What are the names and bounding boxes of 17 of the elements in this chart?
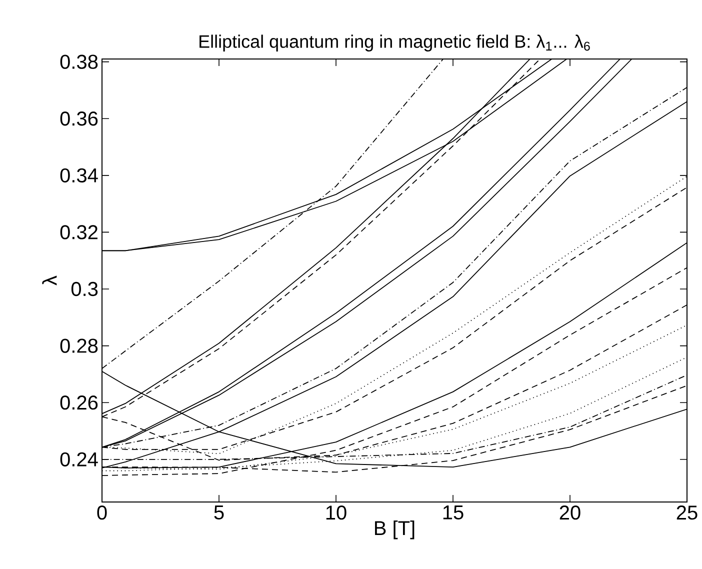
x-tick-label: 5	[214, 506, 224, 520]
y-tick-label: 0.24	[60, 452, 98, 466]
y-tick-label: 0.34	[60, 168, 98, 182]
y-tick-label: 0.38	[60, 54, 98, 69]
x-tick-label: 15	[443, 506, 464, 520]
x-tick-label: 25	[676, 506, 698, 520]
y-tick-label: 0.3	[71, 282, 98, 296]
y-tick-label: 0.26	[60, 396, 98, 410]
y-axis-title: λ	[42, 276, 57, 286]
y-tick-label: 0.28	[60, 338, 98, 353]
chart-title: Elliptical quantum ring in magnetic field B: λ$_{1}$... λ$_{6}$	[200, 34, 590, 52]
x-tick-label: 10	[326, 506, 346, 520]
x-tick-label: 0	[97, 506, 107, 520]
x-axis-title: B [T]	[375, 520, 414, 540]
y-tick-label: 0.36	[60, 112, 98, 126]
y-tick-label: 0.32	[60, 225, 98, 240]
x-tick-label: 20	[560, 506, 580, 520]
